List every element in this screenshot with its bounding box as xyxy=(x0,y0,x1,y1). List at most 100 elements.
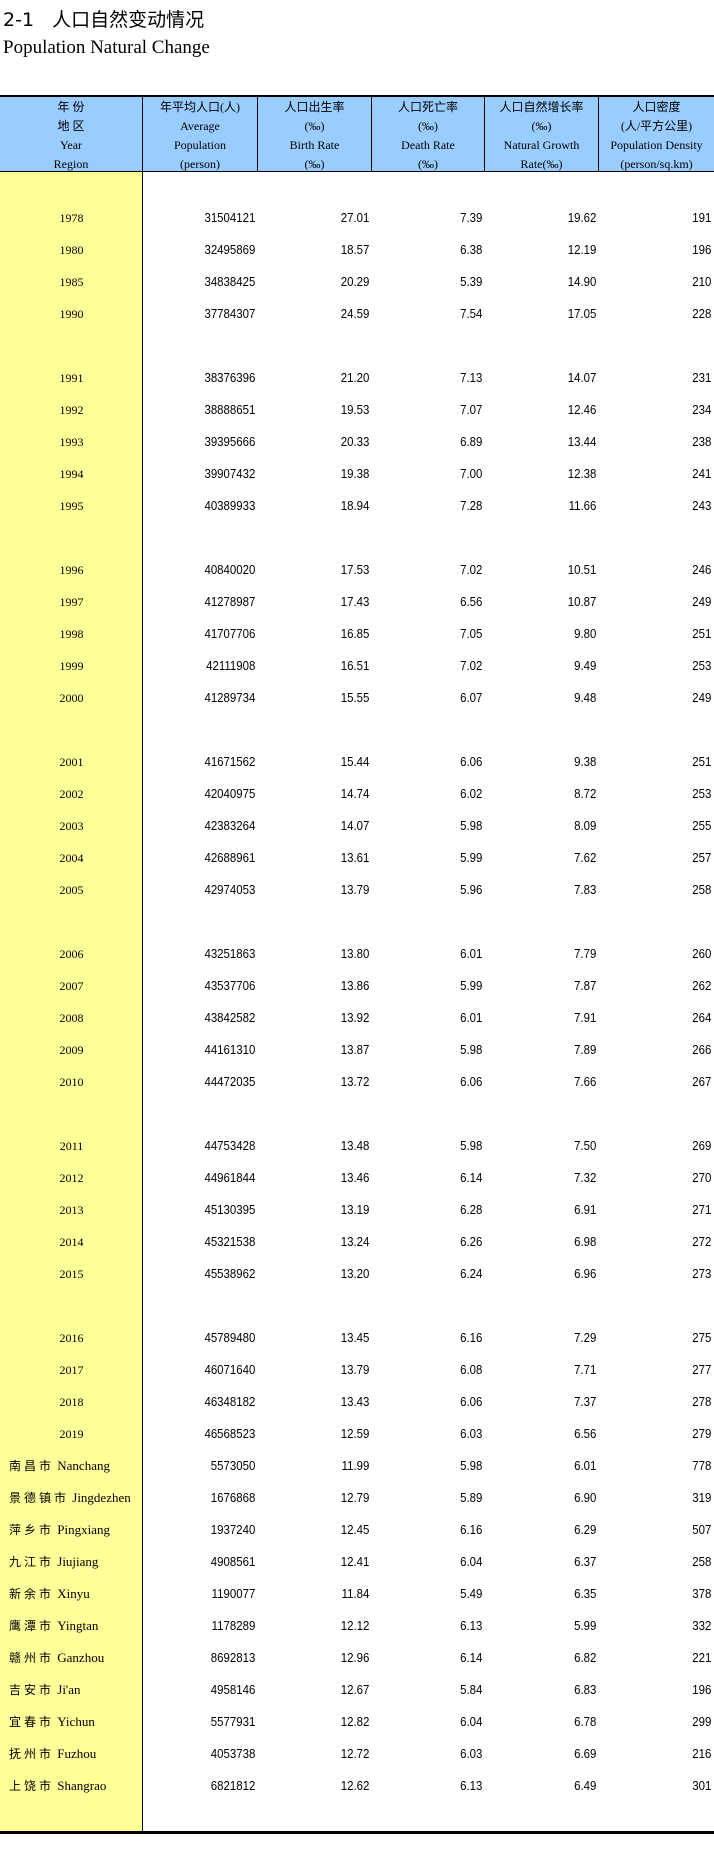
value-cell: 15.44 xyxy=(340,754,370,769)
value-cell: 12.45 xyxy=(340,1522,370,1537)
value-cell: 1190077 xyxy=(211,1586,256,1601)
value-cell: 273 xyxy=(692,1266,712,1281)
value-cell: 251 xyxy=(692,626,712,641)
header-line: Death Rate xyxy=(401,138,455,152)
value-cell: 4958146 xyxy=(210,1682,256,1697)
table-row: 1980 32495869 18.57 6.38 12.19 196 xyxy=(0,234,714,266)
value-cell: 6.98 xyxy=(574,1234,597,1249)
table-row: 2000 41289734 15.55 6.07 9.48 249 xyxy=(0,682,714,714)
value-cell: 5.49 xyxy=(460,1586,483,1601)
value-cell: 43537706 xyxy=(204,978,256,993)
value-cell: 43251863 xyxy=(204,946,256,961)
value-cell: 5.99 xyxy=(460,850,483,865)
value-cell: 6.78 xyxy=(574,1714,597,1729)
value-cell: 12.96 xyxy=(340,1650,370,1665)
region-name-cn: 萍乡市 xyxy=(9,1523,55,1537)
value-cell: 9.48 xyxy=(574,690,597,705)
value-cell: 196 xyxy=(692,1682,712,1697)
value-cell: 12.59 xyxy=(340,1426,370,1441)
value-cell: 6.91 xyxy=(574,1202,597,1217)
value-cell: 13.80 xyxy=(340,946,370,961)
table-row: 1985 34838425 20.29 5.39 14.90 210 xyxy=(0,266,714,298)
value-cell: 6.24 xyxy=(460,1266,483,1281)
value-cell: 41707706 xyxy=(204,626,256,641)
table-row: 1992 38888651 19.53 7.07 12.46 234 xyxy=(0,394,714,426)
table-row: 1996 40840020 17.53 7.02 10.51 246 xyxy=(0,554,714,586)
value-cell: 8692813 xyxy=(210,1650,256,1665)
table-row: 2018 46348182 13.43 6.06 7.37 278 xyxy=(0,1386,714,1418)
value-cell: 5.39 xyxy=(460,274,483,289)
table-row: 1990 37784307 24.59 7.54 17.05 228 xyxy=(0,298,714,330)
year-cell: 2010 xyxy=(59,1075,84,1089)
header-line: Year xyxy=(59,138,83,152)
value-cell: 253 xyxy=(692,786,712,801)
value-cell: 17.43 xyxy=(340,594,370,609)
region-cell: 新余市 Xinyu xyxy=(0,1578,143,1610)
value-cell: 246 xyxy=(692,562,712,577)
value-cell: 6.49 xyxy=(574,1778,597,1793)
table-row: 2005 42974053 13.79 5.96 7.83 258 xyxy=(0,874,714,906)
value-cell: 6.06 xyxy=(460,754,483,769)
value-cell: 14.07 xyxy=(340,818,370,833)
value-cell: 6.04 xyxy=(460,1554,483,1569)
header-line: (‰) xyxy=(531,119,552,133)
value-cell: 228 xyxy=(692,306,712,321)
year-cell: 2019 xyxy=(59,1427,84,1441)
region-name-en: Ji'an xyxy=(57,1682,81,1697)
value-cell: 44161310 xyxy=(204,1042,256,1057)
table-row: 2012 44961844 13.46 6.14 7.32 270 xyxy=(0,1162,714,1194)
value-cell: 507 xyxy=(692,1522,712,1537)
value-cell: 258 xyxy=(692,1554,712,1569)
table-row: 赣州市 Ganzhou 8692813 12.96 6.14 6.82 221 xyxy=(0,1642,714,1674)
value-cell: 270 xyxy=(692,1170,712,1185)
table-row: 萍乡市 Pingxiang 1937240 12.45 6.16 6.29 507 xyxy=(0,1514,714,1546)
value-cell: 7.00 xyxy=(460,466,483,481)
value-cell: 272 xyxy=(692,1234,712,1249)
value-cell: 6.13 xyxy=(460,1778,483,1793)
value-cell: 221 xyxy=(692,1650,712,1665)
value-cell: 7.83 xyxy=(574,882,597,897)
value-cell: 13.87 xyxy=(340,1042,370,1057)
year-cell: 1996 xyxy=(59,563,84,577)
year-cell: 1991 xyxy=(59,371,84,385)
region-name-cn: 宜春市 xyxy=(9,1715,55,1729)
value-cell: 1178289 xyxy=(211,1618,256,1633)
value-cell: 13.61 xyxy=(340,850,370,865)
value-cell: 40840020 xyxy=(204,562,256,577)
value-cell: 31504121 xyxy=(204,210,256,225)
header-line: 人口自然增长率 xyxy=(499,100,584,114)
value-cell: 7.29 xyxy=(574,1330,597,1345)
value-cell: 6.01 xyxy=(460,1010,483,1025)
value-cell: 1676868 xyxy=(210,1490,256,1505)
value-cell: 251 xyxy=(692,754,712,769)
value-cell: 13.44 xyxy=(567,434,597,449)
value-cell: 277 xyxy=(692,1362,712,1377)
value-cell: 7.05 xyxy=(460,626,483,641)
value-cell: 13.79 xyxy=(340,882,370,897)
value-cell: 301 xyxy=(692,1778,712,1793)
region-cell: 鹰潭市 Yingtan xyxy=(0,1610,143,1642)
header-natural-growth-rate: 人口自然增长率 (‰) Natural Growth Rate(‰) xyxy=(485,97,599,171)
table-row: 2001 41671562 15.44 6.06 9.38 251 xyxy=(0,746,714,778)
value-cell: 44961844 xyxy=(204,1170,256,1185)
value-cell: 12.62 xyxy=(340,1778,370,1793)
value-cell: 41278987 xyxy=(204,594,256,609)
year-cell: 1997 xyxy=(59,595,84,609)
value-cell: 6.02 xyxy=(460,786,483,801)
value-cell: 42974053 xyxy=(204,882,256,897)
value-cell: 6.06 xyxy=(460,1074,483,1089)
value-cell: 8.72 xyxy=(574,786,597,801)
header-line: Average xyxy=(180,119,220,133)
value-cell: 319 xyxy=(692,1490,712,1505)
value-cell: 13.92 xyxy=(340,1010,370,1025)
header-line: (人/平方公里) xyxy=(620,119,693,133)
value-cell: 260 xyxy=(692,946,712,961)
table-bottom-border xyxy=(0,1831,714,1834)
value-cell: 45130395 xyxy=(204,1202,256,1217)
table-row: 上饶市 Shangrao 6821812 12.62 6.13 6.49 301 xyxy=(0,1770,714,1802)
value-cell: 13.86 xyxy=(340,978,370,993)
value-cell: 7.66 xyxy=(574,1074,597,1089)
table-row: 2013 45130395 13.19 6.28 6.91 271 xyxy=(0,1194,714,1226)
region-name-cn: 南昌市 xyxy=(9,1459,55,1473)
value-cell: 41671562 xyxy=(204,754,256,769)
